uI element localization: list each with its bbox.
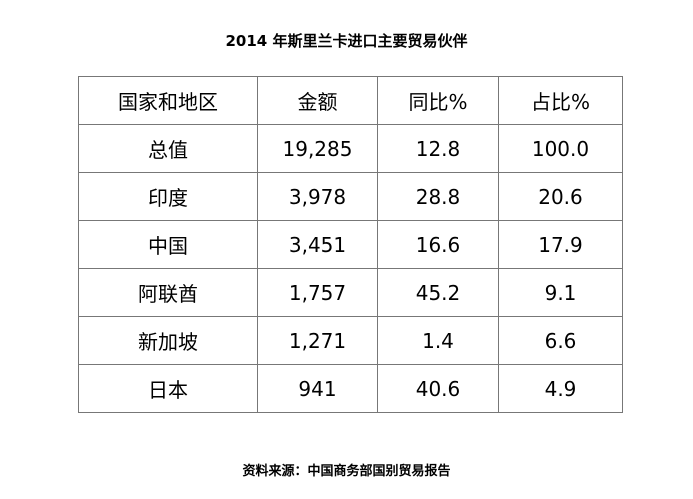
cell: 45.2 (377, 268, 499, 317)
column-header: 金额 (257, 76, 378, 125)
table-row: 新加坡 1,271 1.4 6.6 (78, 316, 623, 365)
column-header: 占比% (498, 76, 623, 125)
cell: 4.9 (498, 364, 623, 413)
cell: 28.8 (377, 172, 499, 221)
cell: 17.9 (498, 220, 623, 269)
table-head: 国家和地区 金额 同比% 占比% (78, 76, 623, 125)
table-row: 阿联酋 1,757 45.2 9.1 (78, 268, 623, 317)
row-label: 日本 (78, 364, 258, 413)
table-row: 中国 3,451 16.6 17.9 (78, 220, 623, 269)
cell: 941 (257, 364, 378, 413)
cell: 40.6 (377, 364, 499, 413)
header-row: 国家和地区 金额 同比% 占比% (78, 76, 623, 125)
cell: 3,451 (257, 220, 378, 269)
source-note: 资料来源：中国商务部国别贸易报告 (242, 464, 451, 479)
cell: 1,271 (257, 316, 378, 365)
data-table: 国家和地区 金额 同比% 占比% 总值 19,285 12.8 100.0 印度 3,978 28… (78, 76, 623, 413)
row-label: 阿联酋 (78, 268, 258, 317)
cell: 6.6 (498, 316, 623, 365)
row-label: 总值 (78, 124, 258, 173)
cell: 12.8 (377, 124, 499, 173)
cell: 16.6 (377, 220, 499, 269)
row-label: 印度 (78, 172, 258, 221)
row-label: 新加坡 (78, 316, 258, 365)
table-row: 印度 3,978 28.8 20.6 (78, 172, 623, 221)
cell: 1,757 (257, 268, 378, 317)
cell: 1.4 (377, 316, 499, 365)
table-row: 日本 941 40.6 4.9 (78, 364, 623, 413)
table-body: 总值 19,285 12.8 100.0 印度 3,978 28.8 20.6 中国 3,451 1… (78, 124, 623, 413)
cell: 9.1 (498, 268, 623, 317)
column-header: 同比% (377, 76, 499, 125)
table-row: 总值 19,285 12.8 100.0 (78, 124, 623, 173)
cell: 100.0 (498, 124, 623, 173)
column-header: 国家和地区 (78, 76, 258, 125)
cell: 20.6 (498, 172, 623, 221)
cell: 19,285 (257, 124, 378, 173)
cell: 3,978 (257, 172, 378, 221)
row-label: 中国 (78, 220, 258, 269)
title: 2014 年斯里兰卡进口主要贸易伙伴 (225, 32, 468, 50)
